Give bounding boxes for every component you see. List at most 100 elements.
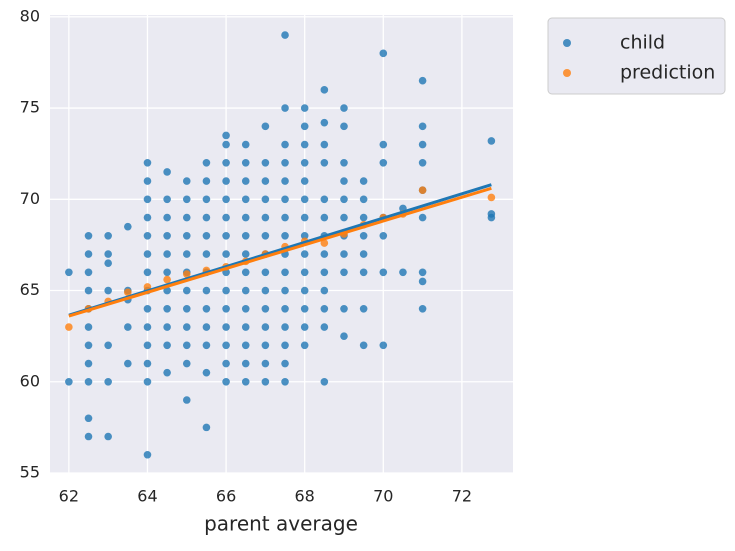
point	[340, 104, 348, 112]
point	[359, 213, 368, 222]
point	[163, 286, 171, 295]
point	[84, 432, 93, 441]
y-tick-label: 70	[20, 189, 40, 208]
legend-marker	[563, 39, 571, 47]
point	[143, 213, 152, 222]
point	[202, 304, 211, 313]
point	[143, 304, 152, 313]
point	[163, 304, 171, 313]
point	[340, 213, 348, 222]
point	[182, 341, 191, 350]
point	[418, 304, 427, 313]
y-tick-label: 60	[20, 371, 40, 390]
x-axis-label: parent average	[204, 512, 358, 536]
point	[281, 177, 289, 185]
point	[202, 195, 211, 204]
point	[320, 195, 329, 204]
point	[281, 213, 289, 222]
point	[300, 140, 309, 149]
point	[241, 377, 250, 386]
point	[182, 177, 191, 185]
point	[182, 195, 191, 204]
point	[487, 193, 496, 202]
point	[320, 268, 329, 277]
point	[340, 122, 348, 131]
point	[222, 341, 230, 350]
point	[340, 195, 348, 204]
point	[84, 250, 93, 258]
point	[163, 275, 171, 284]
point	[320, 377, 329, 386]
point	[359, 231, 368, 240]
point	[340, 250, 348, 258]
point	[104, 432, 112, 441]
point	[281, 359, 289, 368]
point	[379, 49, 388, 58]
point	[418, 159, 427, 167]
point	[143, 341, 152, 350]
point	[163, 168, 171, 176]
point	[281, 231, 289, 240]
point	[281, 323, 289, 331]
point	[163, 368, 171, 377]
point	[163, 250, 171, 258]
point	[359, 304, 368, 313]
point	[320, 118, 329, 127]
x-tick-label: 66	[216, 487, 236, 506]
point	[241, 268, 250, 277]
point	[104, 377, 112, 386]
point	[84, 377, 93, 386]
point	[261, 231, 270, 240]
point	[261, 177, 270, 185]
point	[65, 377, 73, 386]
point	[261, 359, 270, 368]
legend-label: child	[620, 32, 665, 54]
point	[143, 195, 152, 204]
point	[261, 195, 270, 204]
point	[84, 341, 93, 350]
point	[143, 377, 152, 386]
x-tick-label: 72	[452, 487, 472, 506]
point	[320, 323, 329, 331]
point	[143, 231, 152, 240]
point	[202, 159, 211, 167]
point	[222, 177, 230, 185]
point	[281, 140, 289, 149]
point	[84, 286, 93, 295]
point	[222, 286, 230, 295]
point	[281, 159, 289, 167]
point	[163, 341, 171, 350]
point	[65, 268, 73, 277]
point	[163, 195, 171, 204]
point	[182, 396, 191, 404]
point	[379, 140, 388, 149]
point	[182, 304, 191, 313]
point	[359, 268, 368, 277]
point	[143, 250, 152, 258]
point	[281, 304, 289, 313]
point	[84, 323, 93, 331]
x-tick-label: 68	[295, 487, 315, 506]
point	[320, 286, 329, 295]
point	[261, 122, 270, 131]
point	[202, 323, 211, 331]
point	[241, 231, 250, 240]
point	[418, 76, 427, 85]
point	[241, 341, 250, 350]
point	[182, 270, 191, 278]
point	[241, 304, 250, 313]
point	[182, 250, 191, 258]
point	[104, 341, 112, 350]
point	[182, 323, 191, 331]
y-tick-label: 65	[20, 280, 40, 299]
point	[202, 368, 211, 377]
point	[340, 304, 348, 313]
point	[261, 304, 270, 313]
point	[359, 341, 368, 350]
point	[359, 195, 368, 204]
point	[261, 213, 270, 222]
point	[300, 286, 309, 295]
plot-area	[50, 15, 513, 473]
point	[418, 186, 427, 194]
point	[104, 286, 112, 295]
